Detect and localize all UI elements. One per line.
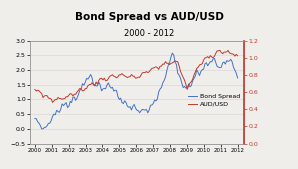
Bond Spread (236, 77, 239, 79)
AUD/USD (175, 61, 178, 63)
Bond Spread (176, 72, 179, 74)
Bond Spread (33, 118, 37, 120)
Bond Spread (149, 104, 152, 106)
Legend: Bond Spread, AUD/USD: Bond Spread, AUD/USD (187, 92, 241, 108)
Bond Spread (170, 52, 174, 54)
AUD/USD (149, 69, 152, 71)
AUD/USD (51, 101, 54, 103)
Text: 2000 - 2012: 2000 - 2012 (124, 29, 174, 38)
AUD/USD (218, 49, 222, 51)
AUD/USD (141, 72, 144, 74)
Line: AUD/USD: AUD/USD (35, 50, 238, 102)
Line: Bond Spread: Bond Spread (35, 53, 238, 129)
AUD/USD (33, 89, 37, 91)
AUD/USD (115, 77, 118, 79)
Bond Spread (203, 63, 207, 65)
Bond Spread (115, 89, 118, 91)
AUD/USD (202, 59, 205, 61)
AUD/USD (236, 55, 239, 57)
Bond Spread (101, 88, 105, 90)
Bond Spread (40, 128, 44, 130)
AUD/USD (101, 79, 105, 81)
Bond Spread (141, 108, 144, 110)
Text: Bond Spread vs AUD/USD: Bond Spread vs AUD/USD (74, 12, 224, 22)
